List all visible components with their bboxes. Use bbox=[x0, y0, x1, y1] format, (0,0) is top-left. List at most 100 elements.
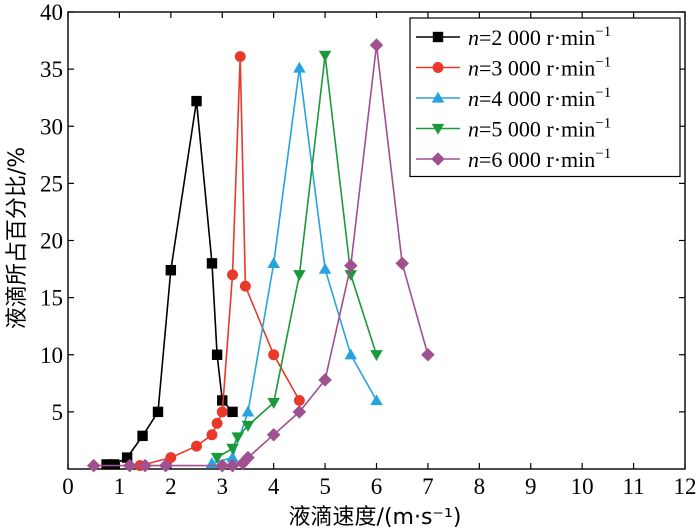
triangle-up-marker bbox=[431, 91, 445, 103]
y-tick-label: 40 bbox=[40, 0, 63, 25]
legend-item-3: n=4 000 r·min−1 bbox=[416, 85, 611, 111]
square-marker bbox=[137, 430, 148, 442]
series-group bbox=[86, 38, 435, 473]
y-tick-label: 25 bbox=[40, 171, 63, 196]
diamond-marker bbox=[215, 458, 230, 473]
triangle-down-marker bbox=[226, 443, 239, 455]
legend-label: n=6 000 r·min−1 bbox=[468, 146, 611, 172]
triangle-up-marker bbox=[241, 405, 255, 417]
square-marker bbox=[152, 406, 164, 418]
diamond-marker bbox=[241, 450, 255, 465]
y-axis-title: 液滴所占百分比/% bbox=[5, 147, 30, 329]
y-tick-label: 5 bbox=[52, 400, 64, 425]
diamond-marker bbox=[421, 347, 435, 362]
legend: n=2 000 r·min−1 n=3 000 r·min−1 n=4 000 r·… bbox=[409, 17, 681, 178]
square-marker bbox=[109, 459, 120, 470]
series-1 bbox=[101, 95, 238, 470]
square-marker bbox=[165, 265, 177, 276]
y-tick-label: 15 bbox=[40, 286, 63, 311]
triangle-down-marker bbox=[318, 50, 332, 62]
series-5 bbox=[86, 38, 435, 473]
legend-label: n=2 000 r·min−1 bbox=[468, 24, 611, 50]
x-tick-label: 12 bbox=[674, 474, 697, 499]
diamond-marker bbox=[86, 458, 101, 473]
square-marker bbox=[227, 406, 238, 418]
legend-label: n=3 000 r·min−1 bbox=[468, 55, 611, 81]
circle-marker bbox=[268, 349, 280, 361]
triangle-up-marker bbox=[226, 451, 239, 463]
triangle-up-marker bbox=[344, 348, 358, 360]
triangle-down-marker bbox=[293, 270, 306, 282]
legend-item-2: n=3 000 r·min−1 bbox=[416, 55, 611, 81]
series-2 bbox=[134, 51, 305, 472]
y-tick-label: 35 bbox=[40, 57, 63, 82]
x-tick-label: 2 bbox=[165, 474, 177, 499]
x-tick-label: 9 bbox=[525, 474, 537, 499]
x-tick-label: 4 bbox=[268, 474, 280, 499]
square-marker bbox=[101, 459, 112, 470]
circle-marker bbox=[216, 406, 228, 418]
x-tick-label: 0 bbox=[62, 474, 74, 499]
circle-marker bbox=[293, 394, 305, 406]
circle-marker bbox=[206, 429, 218, 441]
series-4 bbox=[210, 50, 383, 464]
diamond-marker bbox=[292, 405, 307, 419]
legend-item-4: n=5 000 r·min−1 bbox=[416, 116, 611, 142]
square-marker bbox=[206, 258, 218, 269]
x-tick-label: 7 bbox=[422, 474, 434, 499]
triangle-up-marker bbox=[318, 262, 332, 274]
legend-label: n=4 000 r·min−1 bbox=[468, 85, 611, 111]
square-marker bbox=[121, 452, 133, 463]
y-axis-ticks: 5 10 15 20 25 30 35 40 bbox=[40, 0, 685, 425]
x-axis-title: 液滴速度/(m·s⁻¹) bbox=[289, 505, 462, 530]
triangle-down-marker bbox=[344, 270, 358, 282]
x-tick-label: 3 bbox=[217, 474, 229, 499]
series-line bbox=[106, 100, 234, 466]
x-axis-ticks: 0 1 2 3 4 5 6 7 8 9 10 11 12 bbox=[62, 12, 697, 499]
diamond-marker bbox=[431, 152, 445, 166]
diamond-marker bbox=[369, 38, 384, 52]
diamond-marker bbox=[318, 373, 332, 387]
triangle-down-marker bbox=[210, 452, 224, 464]
x-tick-label: 10 bbox=[571, 474, 594, 499]
circle-marker bbox=[239, 280, 251, 292]
legend-item-5: n=6 000 r·min−1 bbox=[416, 146, 611, 172]
diamond-marker bbox=[122, 458, 137, 473]
triangle-down-marker bbox=[231, 432, 244, 444]
diamond-marker bbox=[138, 458, 152, 473]
circle-marker bbox=[211, 417, 223, 429]
x-tick-label: 8 bbox=[474, 474, 486, 499]
diamond-marker bbox=[158, 458, 173, 473]
legend-label: n=5 000 r·min−1 bbox=[468, 116, 611, 142]
square-marker bbox=[432, 31, 444, 43]
circle-marker bbox=[191, 440, 203, 452]
y-tick-label: 30 bbox=[40, 114, 63, 139]
square-marker bbox=[191, 95, 202, 107]
x-tick-label: 6 bbox=[371, 474, 383, 499]
triangle-down-marker bbox=[241, 420, 255, 432]
circle-marker bbox=[227, 269, 238, 281]
circle-marker bbox=[234, 51, 246, 63]
x-tick-label: 5 bbox=[319, 474, 331, 499]
square-marker bbox=[217, 395, 228, 406]
x-tick-label: 11 bbox=[623, 474, 645, 499]
triangle-up-marker bbox=[267, 257, 280, 269]
y-tick-label: 20 bbox=[40, 229, 63, 254]
diamond-marker bbox=[344, 258, 358, 273]
x-tick-label: 1 bbox=[114, 474, 126, 499]
triangle-down-marker bbox=[267, 398, 280, 409]
y-tick-label: 10 bbox=[40, 343, 63, 368]
circle-marker bbox=[432, 62, 444, 73]
legend-item-1: n=2 000 r·min−1 bbox=[416, 24, 611, 50]
triangle-up-marker bbox=[293, 61, 306, 73]
triangle-down-marker bbox=[370, 350, 383, 361]
diamond-marker bbox=[225, 458, 240, 473]
circle-marker bbox=[165, 452, 177, 464]
diamond-marker bbox=[266, 427, 281, 442]
triangle-up-marker bbox=[370, 394, 383, 406]
triangle-down-marker bbox=[431, 123, 445, 135]
square-marker bbox=[211, 349, 223, 360]
diamond-marker bbox=[395, 256, 409, 271]
